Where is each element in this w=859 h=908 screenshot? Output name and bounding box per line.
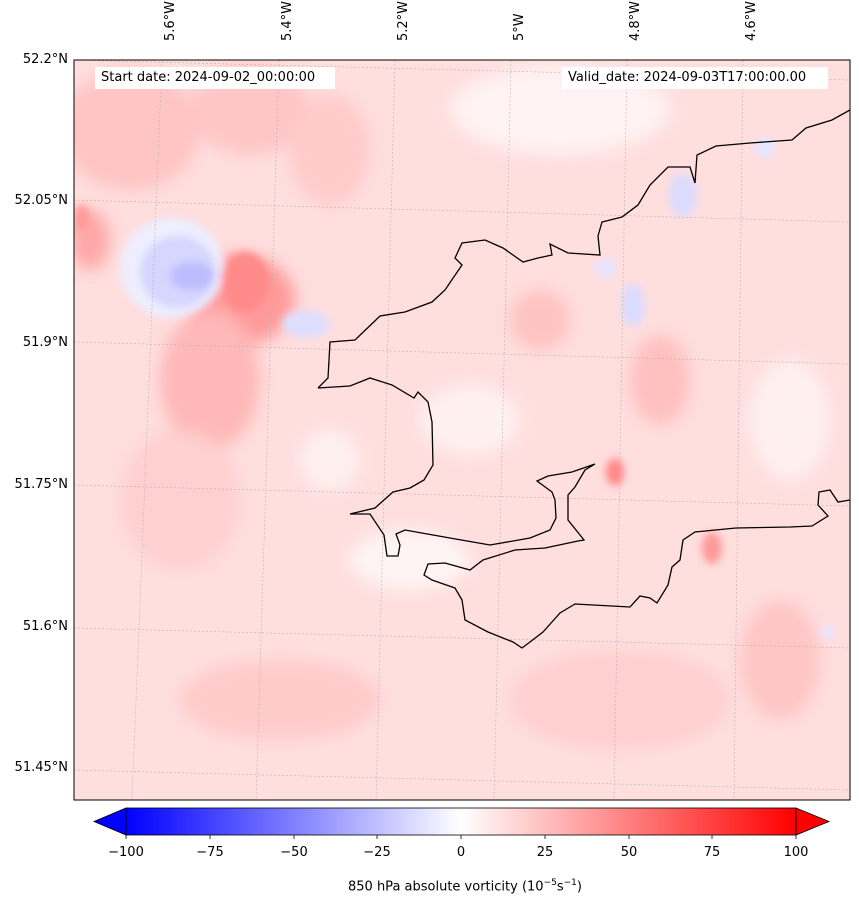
vorticity-field [74,60,850,800]
lat-tick: 51.6°N [22,619,68,634]
lat-tick: 51.9°N [22,335,68,350]
variable-name: 850 hPa absolute vorticity [348,879,518,895]
units-exponent-seconds: −1 [563,878,577,888]
colorbar-tick-label: −75 [196,845,224,860]
units-prefix: (10 [521,879,544,895]
start-date-label: Start date: 2024-09-02_00:00:00 [101,70,316,85]
colorbar-body [126,808,796,835]
valid-date-label: Valid_date: 2024-09-03T17:00:00.00 [568,70,807,85]
units-suffix: ) [576,879,582,895]
lon-tick: 5.2°W [396,0,411,41]
coastline [317,109,850,649]
units-exponent: −5 [543,878,557,888]
map-frame [73,59,851,801]
lat-tick: 51.45°N [14,760,68,775]
lon-tick: 4.6°W [744,0,759,41]
colorbar-tick-label: 50 [620,845,638,860]
colorbar-tick-label: −50 [280,845,308,860]
lat-tick: 52.05°N [14,193,68,208]
colorbar-tick-label: 25 [536,845,554,860]
colorbar-tick-label: −25 [363,845,391,860]
colorbar-max-extend [795,807,831,836]
colorbar-tick-label: 100 [783,845,809,860]
lon-tick: 5°W [512,13,527,41]
colorbar-title: 850 hPa absolute vorticity (10−5s−1) [0,878,859,894]
lon-tick: 4.8°W [628,0,643,41]
lat-tick: 52.2°N [22,52,68,67]
start-date-banner [95,67,335,89]
colorbar-tick-label: −100 [108,845,144,860]
graticule [74,60,850,800]
lon-tick: 5.6°W [163,0,178,41]
valid-date-banner [562,67,828,89]
colorbar [92,807,831,839]
units-seconds: s [556,879,564,895]
colorbar-tick-label: 75 [703,845,721,860]
lon-tick: 5.4°W [280,0,295,41]
colorbar-min-extend [92,807,127,836]
lat-tick: 51.75°N [14,477,68,492]
colorbar-tick-label: 0 [456,845,466,860]
colorbar-tick-marks [125,835,797,839]
coastline-st-brides-bay [317,377,850,649]
coastline-north [317,109,850,389]
